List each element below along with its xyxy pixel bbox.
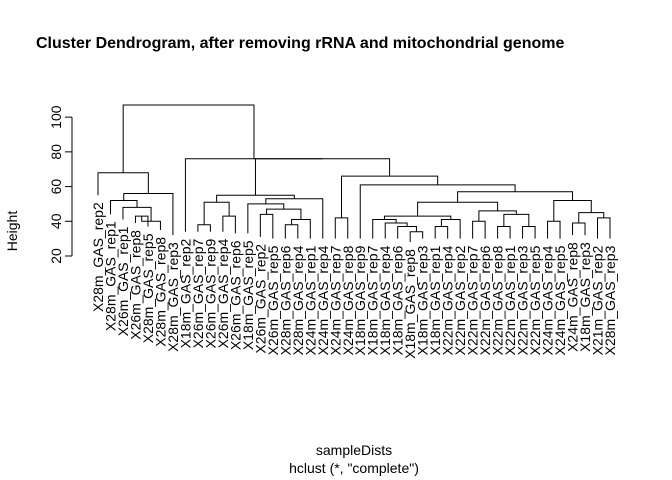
dendrogram-link bbox=[417, 201, 499, 217]
leaf-label: X26m_GAS_rep7 bbox=[190, 238, 206, 348]
leaf-label: X22m_GAS_rep8 bbox=[490, 245, 506, 355]
leaf-label: X22m_GAS_rep3 bbox=[515, 245, 531, 355]
y-tick-label: 40 bbox=[48, 213, 64, 229]
dendrogram-link bbox=[122, 206, 152, 222]
leaf-label: X18m_GAS_rep6 bbox=[390, 245, 406, 355]
dendrogram-link bbox=[472, 220, 486, 239]
dendrogram-link bbox=[572, 222, 586, 236]
leaf-label: X18m_GAS_rep3 bbox=[577, 242, 593, 352]
leaf-label: X24m_GAS_rep4 bbox=[315, 245, 331, 355]
dendrogram-link bbox=[553, 199, 592, 222]
leaf-label: X28m_GAS_rep1 bbox=[102, 221, 118, 331]
leaf-label: X18m_GAS_rep7 bbox=[365, 245, 381, 355]
leaf-label: X22m_GAS_rep7 bbox=[465, 245, 481, 355]
dendrogram-link bbox=[97, 172, 149, 196]
leaf-label: X18m_GAS_rep1 bbox=[427, 245, 443, 355]
leaf-label: X28m_GAS_rep5 bbox=[140, 233, 156, 343]
leaf-label: X26m_GAS_rep1 bbox=[115, 226, 131, 336]
dendrogram-link bbox=[341, 175, 439, 218]
leaf-label: X26m_GAS_rep9 bbox=[202, 238, 218, 348]
x-axis-label: sampleDists bbox=[316, 442, 392, 458]
leaf-label: X28m_GAS_rep3 bbox=[602, 245, 618, 355]
leaf-label: X24m_GAS_rep5 bbox=[552, 245, 568, 355]
y-axis-label: Height bbox=[4, 211, 20, 252]
dendrogram-link bbox=[384, 222, 408, 239]
y-tick-label: 80 bbox=[48, 144, 64, 160]
leaf-label: X28m_GAS_rep8 bbox=[152, 237, 168, 347]
y-tick-label: 20 bbox=[48, 248, 64, 264]
dendrogram-link bbox=[503, 213, 530, 227]
dendrogram-link bbox=[203, 201, 230, 225]
y-tick-label: 60 bbox=[48, 179, 64, 195]
dendrogram-link bbox=[254, 158, 391, 196]
y-tick-label: 100 bbox=[48, 105, 64, 129]
leaf-label: X28m_GAS_rep3 bbox=[165, 242, 181, 352]
dendrogram-link bbox=[522, 225, 536, 239]
leaf-label: X18m_GAS_rep9 bbox=[352, 245, 368, 355]
leaf-label: X22m_GAS_rep5 bbox=[527, 245, 543, 355]
leaf-label: X26m_GAS_rep5 bbox=[265, 245, 281, 355]
dendrogram-links bbox=[97, 104, 611, 243]
leaf-label: X18m_GAS_rep8 bbox=[402, 249, 418, 359]
leaf-label: X18m_GAS_rep5 bbox=[240, 240, 256, 350]
dendrogram-link bbox=[359, 184, 516, 239]
dendrogram-link bbox=[259, 213, 274, 239]
leaf-label: X28m_GAS_rep4 bbox=[290, 245, 306, 355]
leaf-labels: X28m_GAS_rep2X28m_GAS_rep1X26m_GAS_rep1X… bbox=[90, 202, 618, 359]
dendrogram-link bbox=[409, 231, 424, 243]
chart-title: Cluster Dendrogram, after removing rRNA … bbox=[36, 35, 564, 52]
dendrogram-link bbox=[457, 191, 574, 203]
leaf-label: X26m_GAS_rep2 bbox=[252, 244, 268, 354]
dendrogram-link bbox=[397, 225, 417, 239]
dendrogram-link bbox=[109, 199, 138, 215]
leaf-label: X18m_GAS_rep2 bbox=[177, 238, 193, 348]
leaf-label: X22m_GAS_rep1 bbox=[502, 245, 518, 355]
leaf-label: X26m_GAS_rep4 bbox=[215, 238, 231, 348]
leaf-label: X24m_GAS_rep1 bbox=[302, 245, 318, 355]
dendrogram-link bbox=[266, 208, 302, 220]
leaf-label: X26m_GAS_rep6 bbox=[227, 240, 243, 350]
y-axis: 20 40 60 80 100 bbox=[48, 105, 73, 264]
dendrogram-link bbox=[291, 219, 311, 239]
dendrogram-link bbox=[383, 215, 452, 220]
leaf-label: X21m_GAS_rep2 bbox=[590, 245, 606, 355]
dendrogram-link bbox=[334, 217, 349, 239]
dendrogram-link bbox=[123, 193, 174, 236]
leaf-label: X24m_GAS_rep8 bbox=[565, 242, 581, 352]
leaf-label: X22m_GAS_rep6 bbox=[477, 245, 493, 355]
leaf-label: X24m_GAS_rep4 bbox=[540, 245, 556, 355]
dendrogram-link bbox=[216, 194, 295, 203]
dendrogram-link bbox=[372, 219, 397, 239]
dendrogram-link bbox=[265, 198, 324, 239]
leaf-label: X26m_GAS_rep8 bbox=[127, 230, 143, 340]
dendrogram-link bbox=[247, 203, 285, 234]
dendrogram-link bbox=[440, 219, 461, 239]
leaf-label: X18m_GAS_rep4 bbox=[377, 245, 393, 355]
dendrogram-link bbox=[284, 224, 299, 239]
x-axis-sublabel: hclust (*, "complete") bbox=[289, 460, 419, 476]
dendrogram-link bbox=[597, 217, 611, 239]
leaf-label: X24m_GAS_rep7 bbox=[327, 245, 343, 355]
dendrogram-link bbox=[497, 225, 511, 239]
leaf-label: X18m_GAS_rep3 bbox=[415, 245, 431, 355]
leaf-label: X22m_GAS_rep2 bbox=[452, 245, 468, 355]
leaf-label: X22m_GAS_rep4 bbox=[440, 245, 456, 355]
dendrogram-link bbox=[434, 225, 449, 239]
dendrogram-link bbox=[122, 104, 255, 173]
dendrogram-link bbox=[478, 210, 517, 222]
dendrogram-link bbox=[222, 215, 236, 234]
leaf-label: X24m_GAS_rep8 bbox=[340, 245, 356, 355]
leaf-label: X28m_GAS_rep2 bbox=[90, 202, 106, 312]
leaf-label: X28m_GAS_rep6 bbox=[277, 245, 293, 355]
dendrogram-link bbox=[547, 220, 561, 239]
dendrogram-link bbox=[184, 158, 323, 232]
dendrogram-link bbox=[197, 224, 211, 232]
